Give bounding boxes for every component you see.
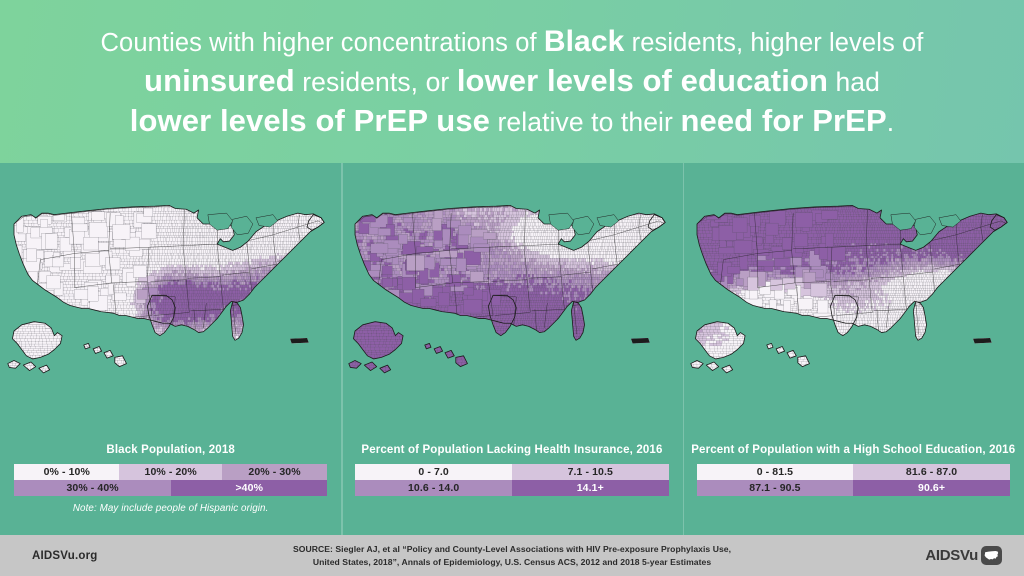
footer-bar: AIDSVu.org SOURCE: Siegler AJ, et al “Po…: [0, 535, 1024, 576]
legend-row: 0 - 7.0 7.1 - 10.5: [355, 464, 669, 480]
legend-row: 0% - 10% 10% - 20% 20% - 30%: [14, 464, 328, 480]
legend-row: 30% - 40% >40%: [14, 480, 328, 496]
us-map-icon: [981, 546, 1002, 565]
headline: Counties with higher concentrations of B…: [42, 22, 982, 142]
legend-swatch: 90.6+: [853, 480, 1010, 496]
legend-swatch: 10% - 20%: [119, 464, 222, 480]
headline-segment: had: [828, 67, 880, 97]
legend-row: 10.6 - 14.0 14.1+: [355, 480, 669, 496]
legend-swatch: 0 - 7.0: [355, 464, 512, 480]
legend-swatches: 0 - 81.5 81.6 - 87.0 87.1 - 90.5 90.6+: [696, 464, 1010, 496]
headline-line-2: uninsured residents, or lower levels of …: [42, 61, 982, 101]
legend-black-population: Black Population, 2018 0% - 10% 10% - 20%…: [0, 444, 341, 514]
legend-title: Percent of Population with a High School…: [683, 444, 1024, 456]
aidsvu-logo[interactable]: AIDSVu: [925, 546, 1002, 565]
legend-swatch: >40%: [171, 480, 328, 496]
headline-segment: relative to their: [490, 107, 680, 137]
headline-segment: residents, or: [295, 67, 457, 97]
map-panels: Black Population, 2018 0% - 10% 10% - 20%…: [0, 163, 1024, 535]
headline-segment: Black: [544, 25, 625, 58]
legend-swatches: 0% - 10% 10% - 20% 20% - 30% 30% - 40% >40%: [14, 464, 328, 496]
headline-segment: need for PrEP: [680, 103, 886, 138]
legend-swatch: 87.1 - 90.5: [696, 480, 854, 496]
headline-segment: lower levels of PrEP use: [130, 103, 490, 138]
headline-segment: lower levels of education: [457, 63, 828, 98]
headline-segment: uninsured: [144, 63, 295, 98]
legend-lacking-health-insurance: Percent of Population Lacking Health Ins…: [341, 444, 682, 496]
panel-lacking-health-insurance: Percent of Population Lacking Health Ins…: [341, 163, 682, 535]
legend-swatch: 30% - 40%: [14, 480, 172, 496]
headline-segment: .: [887, 107, 894, 137]
us-county-map-lacking-health-insurance: [341, 179, 682, 407]
legend-title: Percent of Population Lacking Health Ins…: [341, 444, 682, 456]
headline-segment: Counties with higher concentrations of: [101, 29, 544, 57]
panel-high-school-education: Percent of Population with a High School…: [682, 163, 1024, 535]
legend-swatch: 14.1+: [511, 480, 669, 496]
headline-segment: residents, higher levels of: [624, 29, 924, 57]
legend-swatches: 0 - 7.0 7.1 - 10.5 10.6 - 14.0 14.1+: [355, 464, 669, 496]
footer-source-citation: SOURCE: Siegler AJ, et al “Policy and Co…: [192, 543, 832, 568]
legend-row: 87.1 - 90.5 90.6+: [696, 480, 1010, 496]
headline-line-3: lower levels of PrEP use relative to the…: [42, 101, 982, 141]
legend-swatch: 10.6 - 14.0: [355, 480, 512, 496]
aidsvu-logo-text: AIDSVu: [925, 547, 978, 564]
legend-row: 0 - 81.5 81.6 - 87.0: [696, 464, 1010, 480]
legend-swatch: 0 - 81.5: [696, 464, 854, 480]
source-line-1: SOURCE: Siegler AJ, et al “Policy and Co…: [192, 543, 832, 556]
legend-swatch: 0% - 10%: [14, 464, 120, 480]
us-county-map-high-school-education: [683, 179, 1024, 407]
legend-swatch: 7.1 - 10.5: [511, 464, 669, 480]
legend-title: Black Population, 2018: [0, 444, 341, 456]
us-county-map-black-population: [0, 179, 341, 407]
panel-black-population: Black Population, 2018 0% - 10% 10% - 20%…: [0, 163, 341, 535]
legend-high-school-education: Percent of Population with a High School…: [683, 444, 1024, 496]
legend-swatch: 20% - 30%: [221, 464, 328, 480]
headline-line-1: Counties with higher concentrations of B…: [42, 22, 982, 61]
footer-site-url[interactable]: AIDSVu.org: [32, 550, 97, 562]
legend-swatch: 81.6 - 87.0: [853, 464, 1010, 480]
header-banner: Counties with higher concentrations of B…: [0, 0, 1024, 163]
legend-note: Note: May include people of Hispanic ori…: [0, 503, 341, 514]
source-line-2: United States, 2018”, Annals of Epidemio…: [192, 556, 832, 569]
